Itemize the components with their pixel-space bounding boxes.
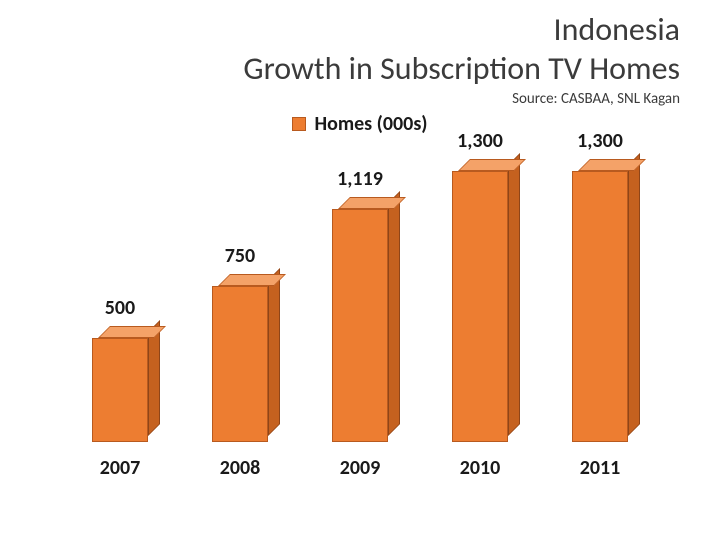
bar-value-label: 750 bbox=[180, 244, 300, 268]
bar-slot: 1,300 bbox=[420, 150, 540, 442]
x-axis-label: 2010 bbox=[420, 456, 540, 480]
bar-front bbox=[212, 286, 268, 442]
source-text: Source: CASBAA, SNL Kagan bbox=[243, 90, 680, 108]
bars-row: 500 750 1,119 1,300 1,300 bbox=[60, 150, 660, 442]
bar-top bbox=[338, 197, 406, 209]
bar-chart: 500 750 1,119 1,300 1,300 200720082009201020… bbox=[60, 150, 660, 480]
title-line2: Growth in Subscription TV Homes bbox=[243, 49, 680, 88]
x-axis-label: 2011 bbox=[540, 456, 660, 480]
bar-side bbox=[388, 191, 400, 436]
x-axis-label: 2008 bbox=[180, 456, 300, 480]
bar-value-label: 1,300 bbox=[540, 129, 660, 153]
bar-slot: 1,300 bbox=[540, 150, 660, 442]
bar-top bbox=[218, 274, 286, 286]
bar: 1,119 bbox=[332, 209, 388, 442]
legend-label: Homes (000s) bbox=[314, 112, 427, 136]
bar-value-label: 500 bbox=[60, 296, 180, 320]
bar-front bbox=[92, 338, 148, 442]
title-line1: Indonesia bbox=[243, 10, 680, 49]
bar-front bbox=[572, 171, 628, 442]
bar-slot: 750 bbox=[180, 150, 300, 442]
x-axis-labels: 20072008200920102011 bbox=[60, 456, 660, 480]
x-axis-label: 2007 bbox=[60, 456, 180, 480]
bar-front bbox=[452, 171, 508, 442]
bar-top bbox=[578, 159, 646, 171]
bar-side bbox=[268, 268, 280, 436]
bar-side bbox=[508, 153, 520, 436]
x-axis-label: 2009 bbox=[300, 456, 420, 480]
bar: 1,300 bbox=[572, 171, 628, 442]
bar-slot: 1,119 bbox=[300, 150, 420, 442]
bar-value-label: 1,119 bbox=[300, 167, 420, 191]
bar-top bbox=[98, 326, 166, 338]
bar: 1,300 bbox=[452, 171, 508, 442]
bar-slot: 500 bbox=[60, 150, 180, 442]
bar-side bbox=[628, 153, 640, 436]
bar-top bbox=[458, 159, 526, 171]
legend-swatch bbox=[292, 117, 306, 131]
bar-front bbox=[332, 209, 388, 442]
bar: 750 bbox=[212, 286, 268, 442]
bar: 500 bbox=[92, 338, 148, 442]
title-block: Indonesia Growth in Subscription TV Home… bbox=[243, 10, 680, 108]
bar-value-label: 1,300 bbox=[420, 129, 540, 153]
